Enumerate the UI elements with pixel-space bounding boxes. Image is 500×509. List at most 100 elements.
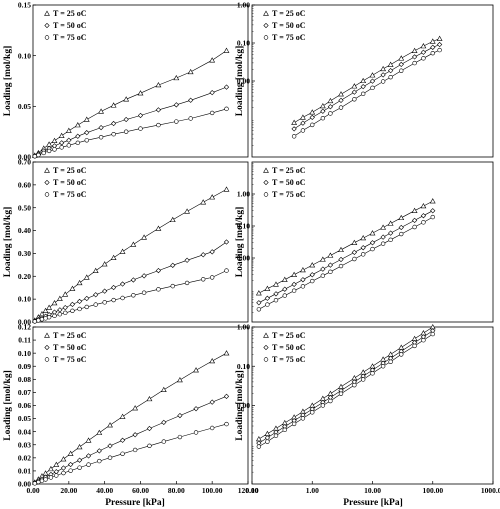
chart-panel-3: 0.00 0.10 0.20 0.30 0.40 0.50 0.60 0.70 Loading … [3, 158, 249, 327]
y-tick-label: 0.00 [18, 318, 31, 327]
data-point [187, 68, 194, 75]
data-point [338, 263, 344, 269]
data-point [111, 120, 117, 127]
legend-marker [263, 22, 269, 29]
data-point [328, 111, 333, 116]
data-point [39, 478, 45, 483]
x-tick-label: 20.00 [60, 486, 77, 495]
y-tick-label: 0.70 [18, 158, 31, 167]
series-diamond [32, 393, 230, 486]
legend-label: T = 25 oC [53, 331, 87, 340]
y-tick-label: 0.11 [18, 336, 31, 345]
data-point [155, 267, 162, 274]
series-triangle [255, 198, 436, 296]
data-point [170, 262, 176, 268]
data-point [360, 84, 366, 90]
x-tick-label: 0.10 [245, 486, 258, 495]
data-point [420, 43, 427, 49]
data-point [111, 297, 116, 303]
data-point [188, 116, 193, 121]
data-point [327, 262, 334, 268]
data-point [338, 97, 344, 103]
data-point [223, 239, 230, 245]
x-tick-label: 60.00 [132, 486, 149, 495]
data-point [328, 398, 333, 404]
data-point [177, 376, 183, 383]
data-point [141, 273, 147, 279]
data-point [156, 287, 161, 292]
y-tick-label: 0.03 [18, 440, 31, 449]
data-point [66, 137, 72, 143]
data-point [42, 470, 49, 476]
data-point [177, 412, 183, 419]
y-tick-label: 0.12 [18, 323, 31, 332]
data-point [65, 127, 72, 133]
data-point [102, 288, 108, 294]
data-point [75, 140, 80, 146]
data-point [48, 465, 54, 472]
data-point [310, 410, 315, 415]
y-tick-label: 0.15 [18, 1, 31, 10]
data-point [184, 280, 190, 286]
data-point [76, 279, 83, 286]
data-point [120, 451, 125, 456]
y-tick-label: 0.10 [237, 362, 250, 371]
data-point [388, 230, 394, 236]
data-point [110, 254, 117, 260]
data-point [351, 249, 357, 255]
legend-label: T = 25 oC [53, 9, 87, 18]
data-point [430, 50, 435, 56]
data-point [132, 447, 138, 453]
y-tick-label: 0.60 [18, 180, 31, 189]
data-point [300, 114, 306, 120]
data-point [93, 292, 99, 298]
y-tick-label: 0.05 [18, 414, 31, 423]
data-point [200, 199, 207, 205]
data-point [398, 224, 404, 231]
plot-frame [32, 161, 249, 323]
data-point [360, 245, 366, 251]
data-point [98, 108, 104, 114]
series-fit-line [34, 189, 227, 321]
data-point [209, 194, 216, 200]
data-point [32, 154, 37, 159]
data-point [188, 97, 194, 103]
data-point [328, 269, 333, 275]
data-point [320, 273, 326, 278]
data-point [123, 96, 130, 102]
legend-marker [263, 332, 269, 338]
data-point [273, 298, 279, 303]
data-point [107, 443, 113, 449]
x-tick-label: 100.00 [422, 486, 443, 495]
y-axis-label: Loading [mol/kg] [3, 207, 13, 277]
legend-label: T = 75 oC [272, 190, 306, 199]
data-point [380, 79, 386, 84]
data-point [370, 85, 375, 91]
data-point [291, 281, 297, 287]
data-point [398, 214, 405, 221]
data-point [209, 357, 216, 364]
data-point [309, 272, 315, 278]
legend-label: T = 25 oC [272, 9, 306, 18]
x-tick-label: 1000.00 [481, 486, 500, 495]
data-point [52, 313, 57, 319]
series-circle [291, 47, 442, 139]
data-point [84, 138, 89, 143]
data-point [137, 90, 144, 96]
legend-label: T = 25 oC [53, 166, 87, 175]
data-point [436, 35, 443, 41]
data-point [429, 38, 436, 44]
data-point [68, 468, 73, 473]
y-tick-label: 0.00 [237, 401, 250, 410]
series-fit-line [293, 38, 440, 123]
data-point [273, 281, 279, 287]
data-point [46, 141, 53, 147]
data-point [223, 47, 230, 53]
legend-label: T = 50 oC [53, 178, 87, 187]
data-point [43, 477, 48, 482]
legend-label: T = 50 oC [272, 178, 306, 187]
data-point [273, 433, 279, 438]
data-point [224, 268, 229, 273]
data-point [161, 419, 167, 426]
data-point [352, 97, 357, 102]
